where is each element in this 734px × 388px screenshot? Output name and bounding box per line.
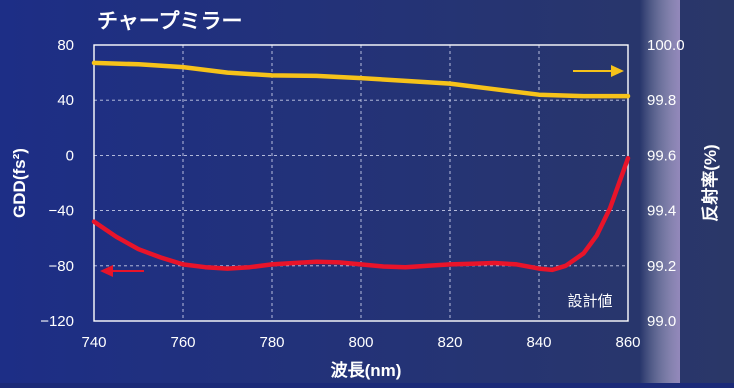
chart-title: チャープミラー: [97, 10, 243, 33]
gdd-axis-arrowhead: [100, 265, 113, 277]
y-right-tick-label: 99.6: [647, 147, 676, 164]
y-left-tick-label: 80: [57, 37, 74, 54]
x-tick-label: 820: [437, 334, 462, 351]
gdd-series-line: [91, 155, 631, 273]
y-left-tick-label: −120: [40, 313, 74, 330]
background-edge-glow: [640, 0, 680, 383]
y-axis-label-right: 反射率(%): [700, 144, 720, 221]
x-tick-label: 760: [170, 334, 195, 351]
x-tick-label: 860: [615, 334, 640, 351]
y-right-tick-label: 99.8: [647, 92, 676, 109]
series-arrows: [100, 65, 624, 277]
series-layer: [91, 60, 631, 273]
y-right-tick-label: 99.0: [647, 313, 676, 330]
y-left-tick-label: 40: [57, 92, 74, 109]
y-axis-label-left: GDD(fs²): [10, 148, 29, 218]
x-tick-label: 800: [348, 334, 373, 351]
plot-frame: [93, 44, 629, 322]
tick-labels: 740 760 780 800 820 840 860 80 40 0 −40 −80 −120 100.…: [40, 37, 684, 351]
y-left-tick-label: −80: [49, 258, 74, 275]
y-right-tick-label: 100.0: [647, 37, 685, 54]
x-tick-label: 780: [259, 334, 284, 351]
y-right-tick-label: 99.2: [647, 258, 676, 275]
reflectance-series-line: [91, 60, 631, 99]
x-axis-label: 波長(nm): [331, 360, 402, 380]
x-tick-label: 840: [526, 334, 551, 351]
reflectance-axis-arrowhead: [611, 65, 624, 77]
design-value-annotation: 設計値: [567, 293, 612, 310]
y-left-tick-label: 0: [66, 147, 74, 164]
x-tick-label: 740: [81, 334, 106, 351]
y-left-tick-label: −40: [49, 203, 74, 220]
y-right-tick-label: 99.4: [647, 203, 676, 220]
